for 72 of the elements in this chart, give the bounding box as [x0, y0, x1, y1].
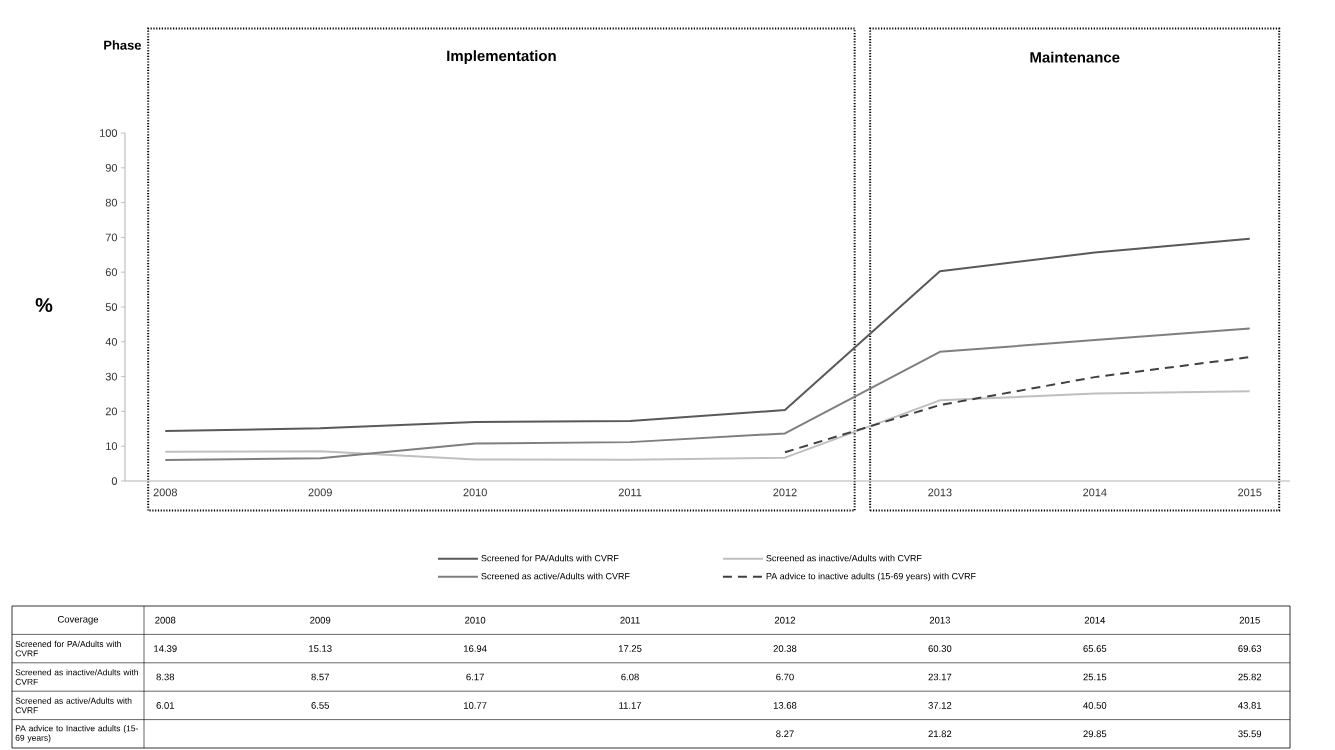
category-label: 2010	[465, 616, 486, 624]
x-tick-label: 2012	[773, 488, 797, 497]
category-label: 2008	[155, 616, 176, 624]
data-label: 8.57	[311, 673, 329, 681]
data-label: 6.70	[776, 673, 794, 681]
y-tick-label: 70	[105, 233, 118, 242]
data-label: 10.77	[464, 702, 487, 709]
data-label: 16.94	[464, 645, 487, 652]
y-tick-label: 30	[105, 372, 118, 381]
band-label: Maintenance	[1030, 51, 1120, 63]
line-series	[164, 237, 1251, 432]
data-label: 35.59	[1238, 730, 1262, 738]
y-axis-title: %	[35, 297, 53, 313]
y-tick-label: 0	[111, 477, 118, 485]
data-label: 23.17	[928, 673, 952, 681]
x-tick-label: 2009	[308, 488, 332, 497]
x-tick-label: 2008	[153, 488, 177, 497]
category-label: 2014	[1084, 616, 1106, 624]
x-tick-label: 2014	[1083, 488, 1107, 497]
data-label: 6.17	[466, 673, 484, 681]
y-tick-label: 60	[105, 268, 118, 277]
text: Screened for PA/Adults with CVRF	[15, 640, 121, 657]
data-label: 11.17	[619, 702, 642, 709]
y-tick-label: 40	[105, 337, 118, 346]
text: Phase	[104, 40, 142, 50]
line-series	[783, 356, 1251, 454]
legend-label: Screened as active/Adults with CVRF	[481, 572, 630, 580]
x-tick-label: 2013	[928, 488, 952, 497]
category-label: 2015	[1239, 616, 1260, 624]
line-series	[164, 390, 1251, 461]
data-label: 15.13	[309, 645, 332, 652]
data-label: 14.39	[154, 645, 177, 652]
data-label: 20.38	[773, 645, 797, 652]
data-label: 21.82	[928, 730, 952, 738]
data-label: 17.25	[618, 645, 642, 652]
data-label: 25.82	[1238, 673, 1262, 681]
category-label: 2009	[310, 616, 331, 624]
data-label: 25.15	[1083, 673, 1107, 681]
text: Coverage	[57, 615, 99, 625]
text: PA advice to Inactive adults (15-69 years)	[15, 725, 138, 743]
data-label: 37.12	[928, 702, 952, 709]
y-tick-label: 80	[105, 198, 118, 207]
legend-label: Screened as inactive/Adults with CVRF	[766, 554, 922, 562]
x-tick-label: 2010	[463, 488, 487, 497]
band-label: Implementation	[447, 50, 556, 65]
category-label: 2011	[620, 616, 640, 624]
data-label: 40.50	[1083, 702, 1107, 709]
legend-label: PA advice to inactive adults (15-69 years) with CVRF	[766, 572, 976, 582]
data-label: 29.85	[1083, 730, 1107, 738]
x-tick-label: 2011	[618, 488, 642, 497]
y-tick-label: 90	[105, 163, 118, 172]
text: Screened as inactive/Adults with CVRF	[15, 669, 138, 685]
text: Screened as active/Adults with CVRF	[15, 697, 132, 714]
x-tick-label: 2015	[1238, 488, 1262, 497]
y-tick-label: 100	[100, 129, 118, 137]
data-label: 8.27	[776, 730, 794, 738]
category-label: 2013	[929, 616, 950, 624]
data-label: 6.01	[156, 702, 175, 709]
data-label: 69.63	[1238, 645, 1262, 652]
y-tick-label: 10	[106, 442, 118, 451]
data-label: 8.38	[156, 673, 175, 681]
data-label: 13.68	[773, 702, 797, 709]
y-tick-label: 50	[105, 303, 118, 311]
category-label: 2012	[774, 616, 796, 624]
data-label: 65.65	[1083, 645, 1107, 652]
data-label: 6.08	[621, 673, 639, 681]
line-series	[164, 327, 1251, 462]
data-label: 60.30	[928, 645, 952, 652]
data-label: 43.81	[1238, 702, 1262, 709]
data-label: 6.55	[311, 702, 330, 709]
legend-label: Screened for PA/Adults with CVRF	[481, 554, 619, 562]
y-tick-label: 20	[105, 407, 118, 416]
